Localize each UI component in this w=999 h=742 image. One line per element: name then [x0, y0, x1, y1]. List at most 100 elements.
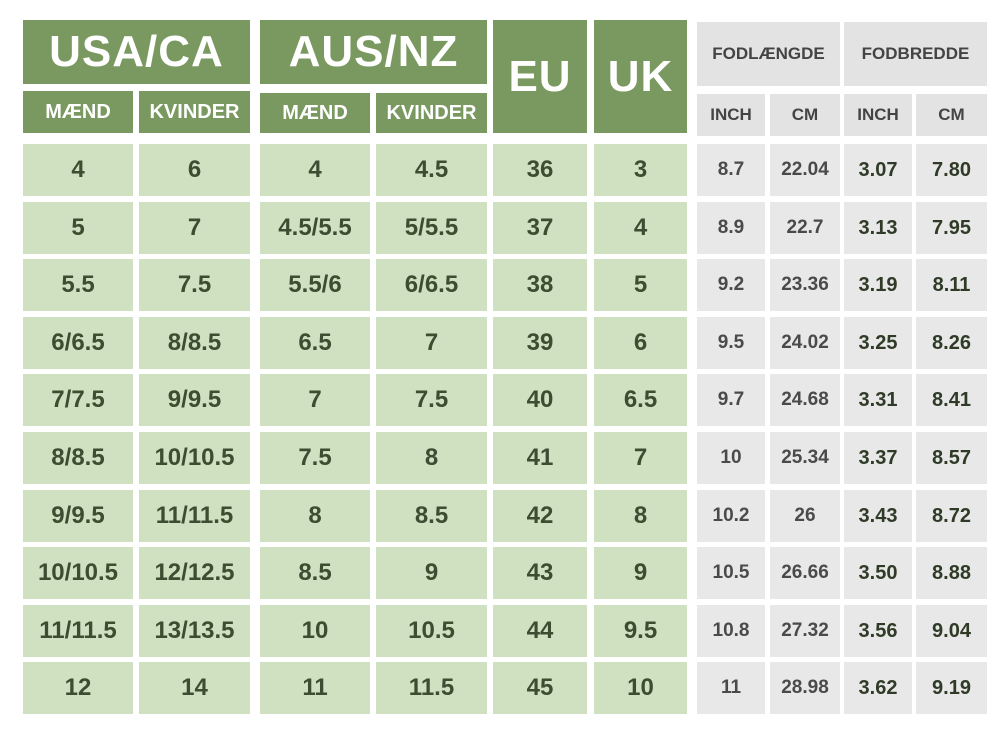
cell-width-inch: 3.37: [844, 432, 912, 484]
cell-aus-women: 11.5: [376, 662, 487, 714]
cell-length-inch: 9.5: [697, 317, 765, 369]
cell-aus-men: 4: [260, 144, 370, 196]
cell-width-inch: 3.31: [844, 374, 912, 426]
cell-width-cm: 9.19: [916, 662, 987, 714]
cell-usa-women: 12/12.5: [139, 547, 250, 599]
cell-eu: 45: [493, 662, 587, 714]
cell-width-inch: 3.07: [844, 144, 912, 196]
cell-width-inch: 3.13: [844, 202, 912, 254]
cell-width-inch: 3.56: [844, 605, 912, 657]
cell-usa-men: 10/10.5: [23, 547, 133, 599]
cell-length-cm: 26: [770, 490, 840, 542]
cell-length-cm: 24.68: [770, 374, 840, 426]
cell-length-inch: 10.5: [697, 547, 765, 599]
subheader-aus-men: MÆND: [260, 93, 370, 133]
cell-eu: 41: [493, 432, 587, 484]
cell-eu: 36: [493, 144, 587, 196]
cell-uk: 7: [594, 432, 687, 484]
cell-aus-men: 8.5: [260, 547, 370, 599]
cell-aus-men: 7.5: [260, 432, 370, 484]
cell-width-cm: 8.41: [916, 374, 987, 426]
cell-usa-women: 7: [139, 202, 250, 254]
cell-length-inch: 9.2: [697, 259, 765, 311]
subheader-width-inch: INCH: [844, 94, 912, 136]
cell-length-cm: 26.66: [770, 547, 840, 599]
cell-width-cm: 7.80: [916, 144, 987, 196]
cell-length-cm: 23.36: [770, 259, 840, 311]
cell-uk: 5: [594, 259, 687, 311]
cell-length-cm: 28.98: [770, 662, 840, 714]
subheader-width-cm: CM: [916, 94, 987, 136]
cell-usa-women: 11/11.5: [139, 490, 250, 542]
cell-length-cm: 27.32: [770, 605, 840, 657]
cell-aus-women: 5/5.5: [376, 202, 487, 254]
cell-uk: 6: [594, 317, 687, 369]
cell-uk: 8: [594, 490, 687, 542]
cell-length-cm: 25.34: [770, 432, 840, 484]
cell-usa-men: 12: [23, 662, 133, 714]
cell-aus-men: 5.5/6: [260, 259, 370, 311]
cell-aus-men: 10: [260, 605, 370, 657]
cell-usa-men: 11/11.5: [23, 605, 133, 657]
cell-uk: 6.5: [594, 374, 687, 426]
cell-usa-men: 5: [23, 202, 133, 254]
cell-aus-women: 8: [376, 432, 487, 484]
cell-usa-women: 7.5: [139, 259, 250, 311]
cell-aus-women: 7.5: [376, 374, 487, 426]
cell-eu: 44: [493, 605, 587, 657]
cell-usa-women: 14: [139, 662, 250, 714]
cell-eu: 39: [493, 317, 587, 369]
cell-width-cm: 8.57: [916, 432, 987, 484]
cell-width-cm: 8.11: [916, 259, 987, 311]
cell-length-inch: 10.2: [697, 490, 765, 542]
cell-usa-women: 9/9.5: [139, 374, 250, 426]
cell-eu: 43: [493, 547, 587, 599]
cell-uk: 9.5: [594, 605, 687, 657]
cell-length-inch: 11: [697, 662, 765, 714]
cell-aus-women: 9: [376, 547, 487, 599]
cell-usa-women: 8/8.5: [139, 317, 250, 369]
cell-uk: 9: [594, 547, 687, 599]
cell-width-cm: 8.72: [916, 490, 987, 542]
cell-usa-men: 4: [23, 144, 133, 196]
subheader-usa-men: MÆND: [23, 91, 133, 133]
cell-width-cm: 8.26: [916, 317, 987, 369]
header-foot-length: FODLÆNGDE: [697, 22, 840, 86]
cell-usa-men: 9/9.5: [23, 490, 133, 542]
cell-eu: 37: [493, 202, 587, 254]
cell-usa-women: 6: [139, 144, 250, 196]
cell-length-cm: 22.04: [770, 144, 840, 196]
cell-width-cm: 9.04: [916, 605, 987, 657]
subheader-length-cm: CM: [770, 94, 840, 136]
cell-length-inch: 10.8: [697, 605, 765, 657]
cell-width-inch: 3.62: [844, 662, 912, 714]
cell-usa-men: 5.5: [23, 259, 133, 311]
subheader-length-inch: INCH: [697, 94, 765, 136]
cell-length-inch: 8.7: [697, 144, 765, 196]
cell-usa-women: 10/10.5: [139, 432, 250, 484]
cell-length-inch: 8.9: [697, 202, 765, 254]
cell-aus-men: 8: [260, 490, 370, 542]
cell-width-inch: 3.43: [844, 490, 912, 542]
cell-usa-men: 7/7.5: [23, 374, 133, 426]
header-uk: UK: [594, 20, 687, 133]
cell-eu: 40: [493, 374, 587, 426]
cell-eu: 42: [493, 490, 587, 542]
header-usa-ca: USA/CA: [23, 20, 250, 84]
subheader-usa-women: KVINDER: [139, 91, 250, 133]
cell-length-inch: 9.7: [697, 374, 765, 426]
cell-width-inch: 3.25: [844, 317, 912, 369]
cell-width-cm: 7.95: [916, 202, 987, 254]
cell-uk: 10: [594, 662, 687, 714]
cell-aus-women: 6/6.5: [376, 259, 487, 311]
cell-length-inch: 10: [697, 432, 765, 484]
cell-aus-women: 7: [376, 317, 487, 369]
cell-aus-men: 11: [260, 662, 370, 714]
cell-width-inch: 3.50: [844, 547, 912, 599]
header-eu: EU: [493, 20, 587, 133]
header-aus-nz: AUS/NZ: [260, 20, 487, 84]
cell-width-inch: 3.19: [844, 259, 912, 311]
cell-usa-men: 8/8.5: [23, 432, 133, 484]
cell-aus-men: 6.5: [260, 317, 370, 369]
